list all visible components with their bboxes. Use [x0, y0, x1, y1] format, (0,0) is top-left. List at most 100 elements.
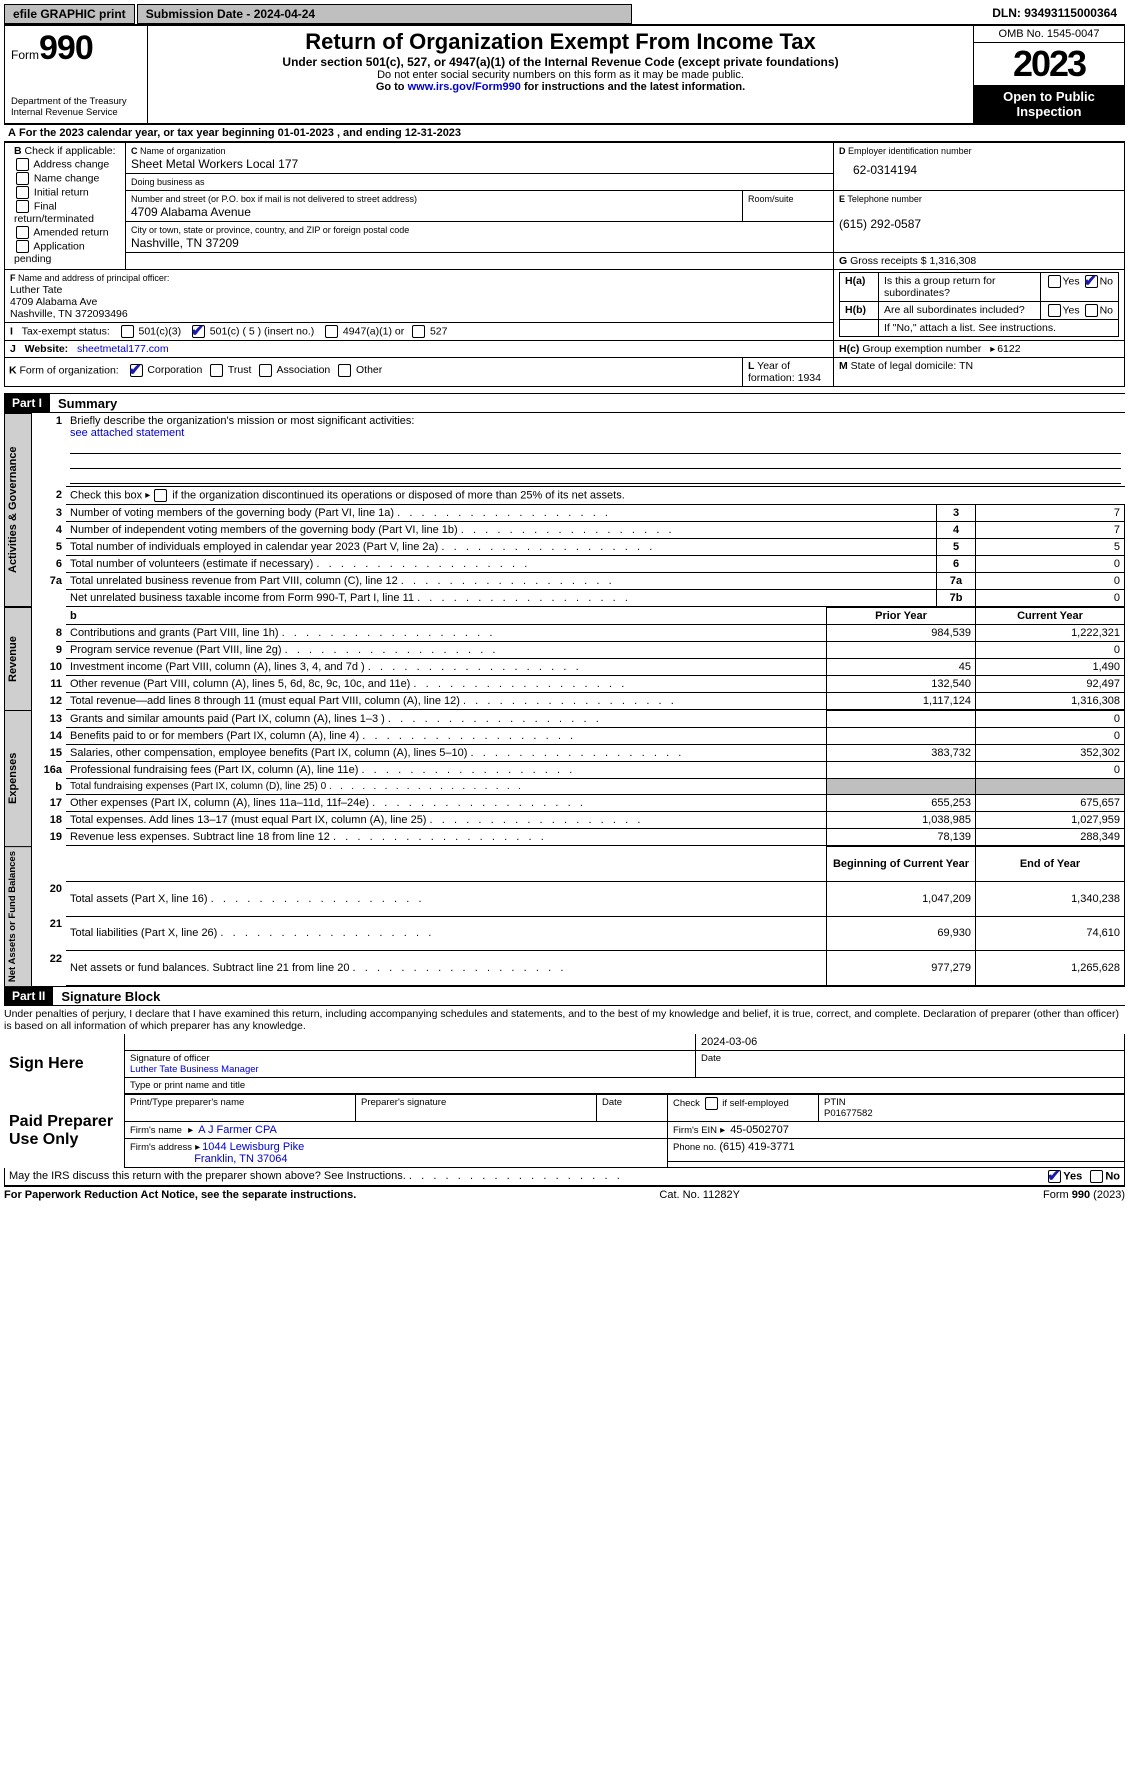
pt-name-label: Print/Type preparer's name	[125, 1095, 356, 1122]
ha-no-checkbox[interactable]	[1085, 275, 1098, 288]
footer-form: 990	[1072, 1189, 1090, 1201]
entity-info-grid: B Check if applicable: Address change Na…	[4, 142, 1125, 387]
hb-yes-checkbox[interactable]	[1048, 304, 1061, 317]
e-label: Telephone number	[847, 194, 922, 204]
b-opt-checkbox[interactable]	[16, 240, 29, 253]
l-label: Year of formation:	[748, 360, 795, 384]
phone-value: (615) 292-0587	[839, 217, 921, 231]
firm-addr2[interactable]: Franklin, TN 37064	[194, 1153, 287, 1165]
form-subtitle-1: Under section 501(c), 527, or 4947(a)(1)…	[154, 55, 967, 69]
eoy-hdr: End of Year	[976, 847, 1125, 882]
f-label: Name and address of principal officer:	[18, 273, 169, 283]
goto-pre: Go to	[376, 81, 408, 93]
part2-label: Part II	[4, 987, 53, 1005]
hc-value: 6122	[997, 343, 1020, 355]
dept-irs: Internal Revenue Service	[11, 107, 141, 118]
q2-checkbox[interactable]	[154, 489, 167, 502]
b-opt-checkbox[interactable]	[16, 186, 29, 199]
ha-label: Is this a group return for subordinates?	[879, 273, 1041, 302]
hb-label: Are all subordinates included?	[879, 302, 1041, 320]
firm-phone: (615) 419-3771	[719, 1141, 794, 1153]
i-501c3-checkbox[interactable]	[121, 325, 134, 338]
part1-label: Part I	[4, 394, 50, 412]
paid-preparer-label: Paid Preparer Use Only	[4, 1095, 125, 1168]
efile-print-button[interactable]: efile GRAPHIC print	[4, 4, 135, 24]
c-name-label: Name of organization	[140, 146, 226, 156]
sign-here-label: Sign Here	[4, 1034, 125, 1094]
j-label: Website:	[25, 343, 69, 355]
hb-no-checkbox[interactable]	[1085, 304, 1098, 317]
form-prefix: Form	[11, 48, 39, 62]
b-opt-checkbox[interactable]	[16, 200, 29, 213]
self-employed-checkbox[interactable]	[705, 1097, 718, 1110]
type-name-label: Type or print name and title	[125, 1078, 1125, 1094]
signature-block: Sign Here 2024-03-06 Signature of office…	[4, 1034, 1125, 1094]
k-opt-checkbox[interactable]	[130, 364, 143, 377]
tax-year-line: For the 2023 calendar year, or tax year …	[19, 127, 461, 139]
g-label: Gross receipts $	[850, 255, 926, 267]
k-opt-checkbox[interactable]	[259, 364, 272, 377]
pt-sig-label: Preparer's signature	[356, 1095, 597, 1122]
footer-left: For Paperwork Reduction Act Notice, see …	[4, 1189, 356, 1201]
q1-value[interactable]: see attached statement	[70, 427, 184, 439]
officer-addr1: 4709 Alabama Ave	[10, 296, 97, 308]
ptin-label: PTIN	[824, 1097, 846, 1108]
form-title: Return of Organization Exempt From Incom…	[154, 29, 967, 55]
discuss-label: May the IRS discuss this return with the…	[9, 1170, 406, 1182]
goto-post: for instructions and the latest informat…	[521, 81, 745, 93]
ha-yes-checkbox[interactable]	[1048, 275, 1061, 288]
b-opt-checkbox[interactable]	[16, 172, 29, 185]
officer-name: Luther Tate	[10, 284, 62, 296]
firm-addr-label: Firm's address	[130, 1142, 192, 1153]
q1-label: Briefly describe the organization's miss…	[70, 415, 414, 427]
d-label: Employer identification number	[848, 146, 972, 156]
ein-value: 62-0314194	[839, 157, 1119, 177]
irs-link[interactable]: www.irs.gov/Form990	[408, 81, 521, 93]
omb-number: OMB No. 1545-0047	[974, 26, 1124, 43]
exp-vert-label: Expenses	[4, 710, 32, 846]
bcy-hdr: Beginning of Current Year	[827, 847, 976, 882]
current-year-hdr: Current Year	[976, 608, 1125, 625]
sig-date-label: Date	[696, 1051, 1125, 1078]
firm-name-label: Firm's name	[130, 1125, 182, 1136]
dept-treasury: Department of the Treasury	[11, 96, 141, 107]
discuss-yes-checkbox[interactable]	[1048, 1170, 1061, 1183]
b-header: Check if applicable:	[25, 145, 116, 157]
website-link[interactable]: sheetmetal177.com	[77, 343, 169, 355]
officer-addr2: Nashville, TN 372093496	[10, 308, 128, 320]
k-opt-checkbox[interactable]	[338, 364, 351, 377]
form-number: 990	[39, 29, 93, 67]
q2-post: if the organization discontinued its ope…	[172, 489, 625, 501]
q2-pre: Check this box	[70, 489, 145, 501]
b-opt-checkbox[interactable]	[16, 226, 29, 239]
i-501c-checkbox[interactable]	[192, 325, 205, 338]
open-to-public: Open to Public Inspection	[974, 85, 1124, 123]
i-label: Tax-exempt status:	[22, 325, 110, 337]
ptin-value: P01677582	[824, 1108, 873, 1119]
form-header: Form990 Department of the Treasury Inter…	[4, 24, 1125, 125]
i-527-checkbox[interactable]	[412, 325, 425, 338]
pt-date-label: Date	[597, 1095, 668, 1122]
m-value: TN	[959, 360, 973, 372]
yes-label: Yes	[1063, 275, 1080, 287]
na-vert-label: Net Assets or Fund Balances	[4, 846, 32, 986]
k-label: Form of organization:	[20, 364, 119, 376]
i-4947-checkbox[interactable]	[325, 325, 338, 338]
no-label: No	[1100, 275, 1113, 287]
dln-label: DLN: 93493115000364	[632, 4, 1125, 24]
b-opt-checkbox[interactable]	[16, 158, 29, 171]
firm-addr1[interactable]: 1044 Lewisburg Pike	[202, 1141, 304, 1153]
city-label: City or town, state or province, country…	[131, 225, 409, 235]
discuss-no-checkbox[interactable]	[1090, 1170, 1103, 1183]
k-opt-checkbox[interactable]	[210, 364, 223, 377]
form-subtitle-2: Do not enter social security numbers on …	[154, 69, 967, 81]
hc-label: Group exemption number	[862, 343, 981, 355]
firm-phone-label: Phone no.	[673, 1142, 716, 1153]
officer-sig-name[interactable]: Luther Tate Business Manager	[130, 1064, 259, 1075]
firm-name[interactable]: A J Farmer CPA	[198, 1124, 277, 1136]
street-value: 4709 Alabama Avenue	[131, 205, 251, 219]
m-label: State of legal domicile:	[851, 360, 957, 372]
prior-year-hdr: Prior Year	[827, 608, 976, 625]
part1-title: Summary	[50, 396, 117, 411]
dba-label: Doing business as	[131, 177, 205, 187]
